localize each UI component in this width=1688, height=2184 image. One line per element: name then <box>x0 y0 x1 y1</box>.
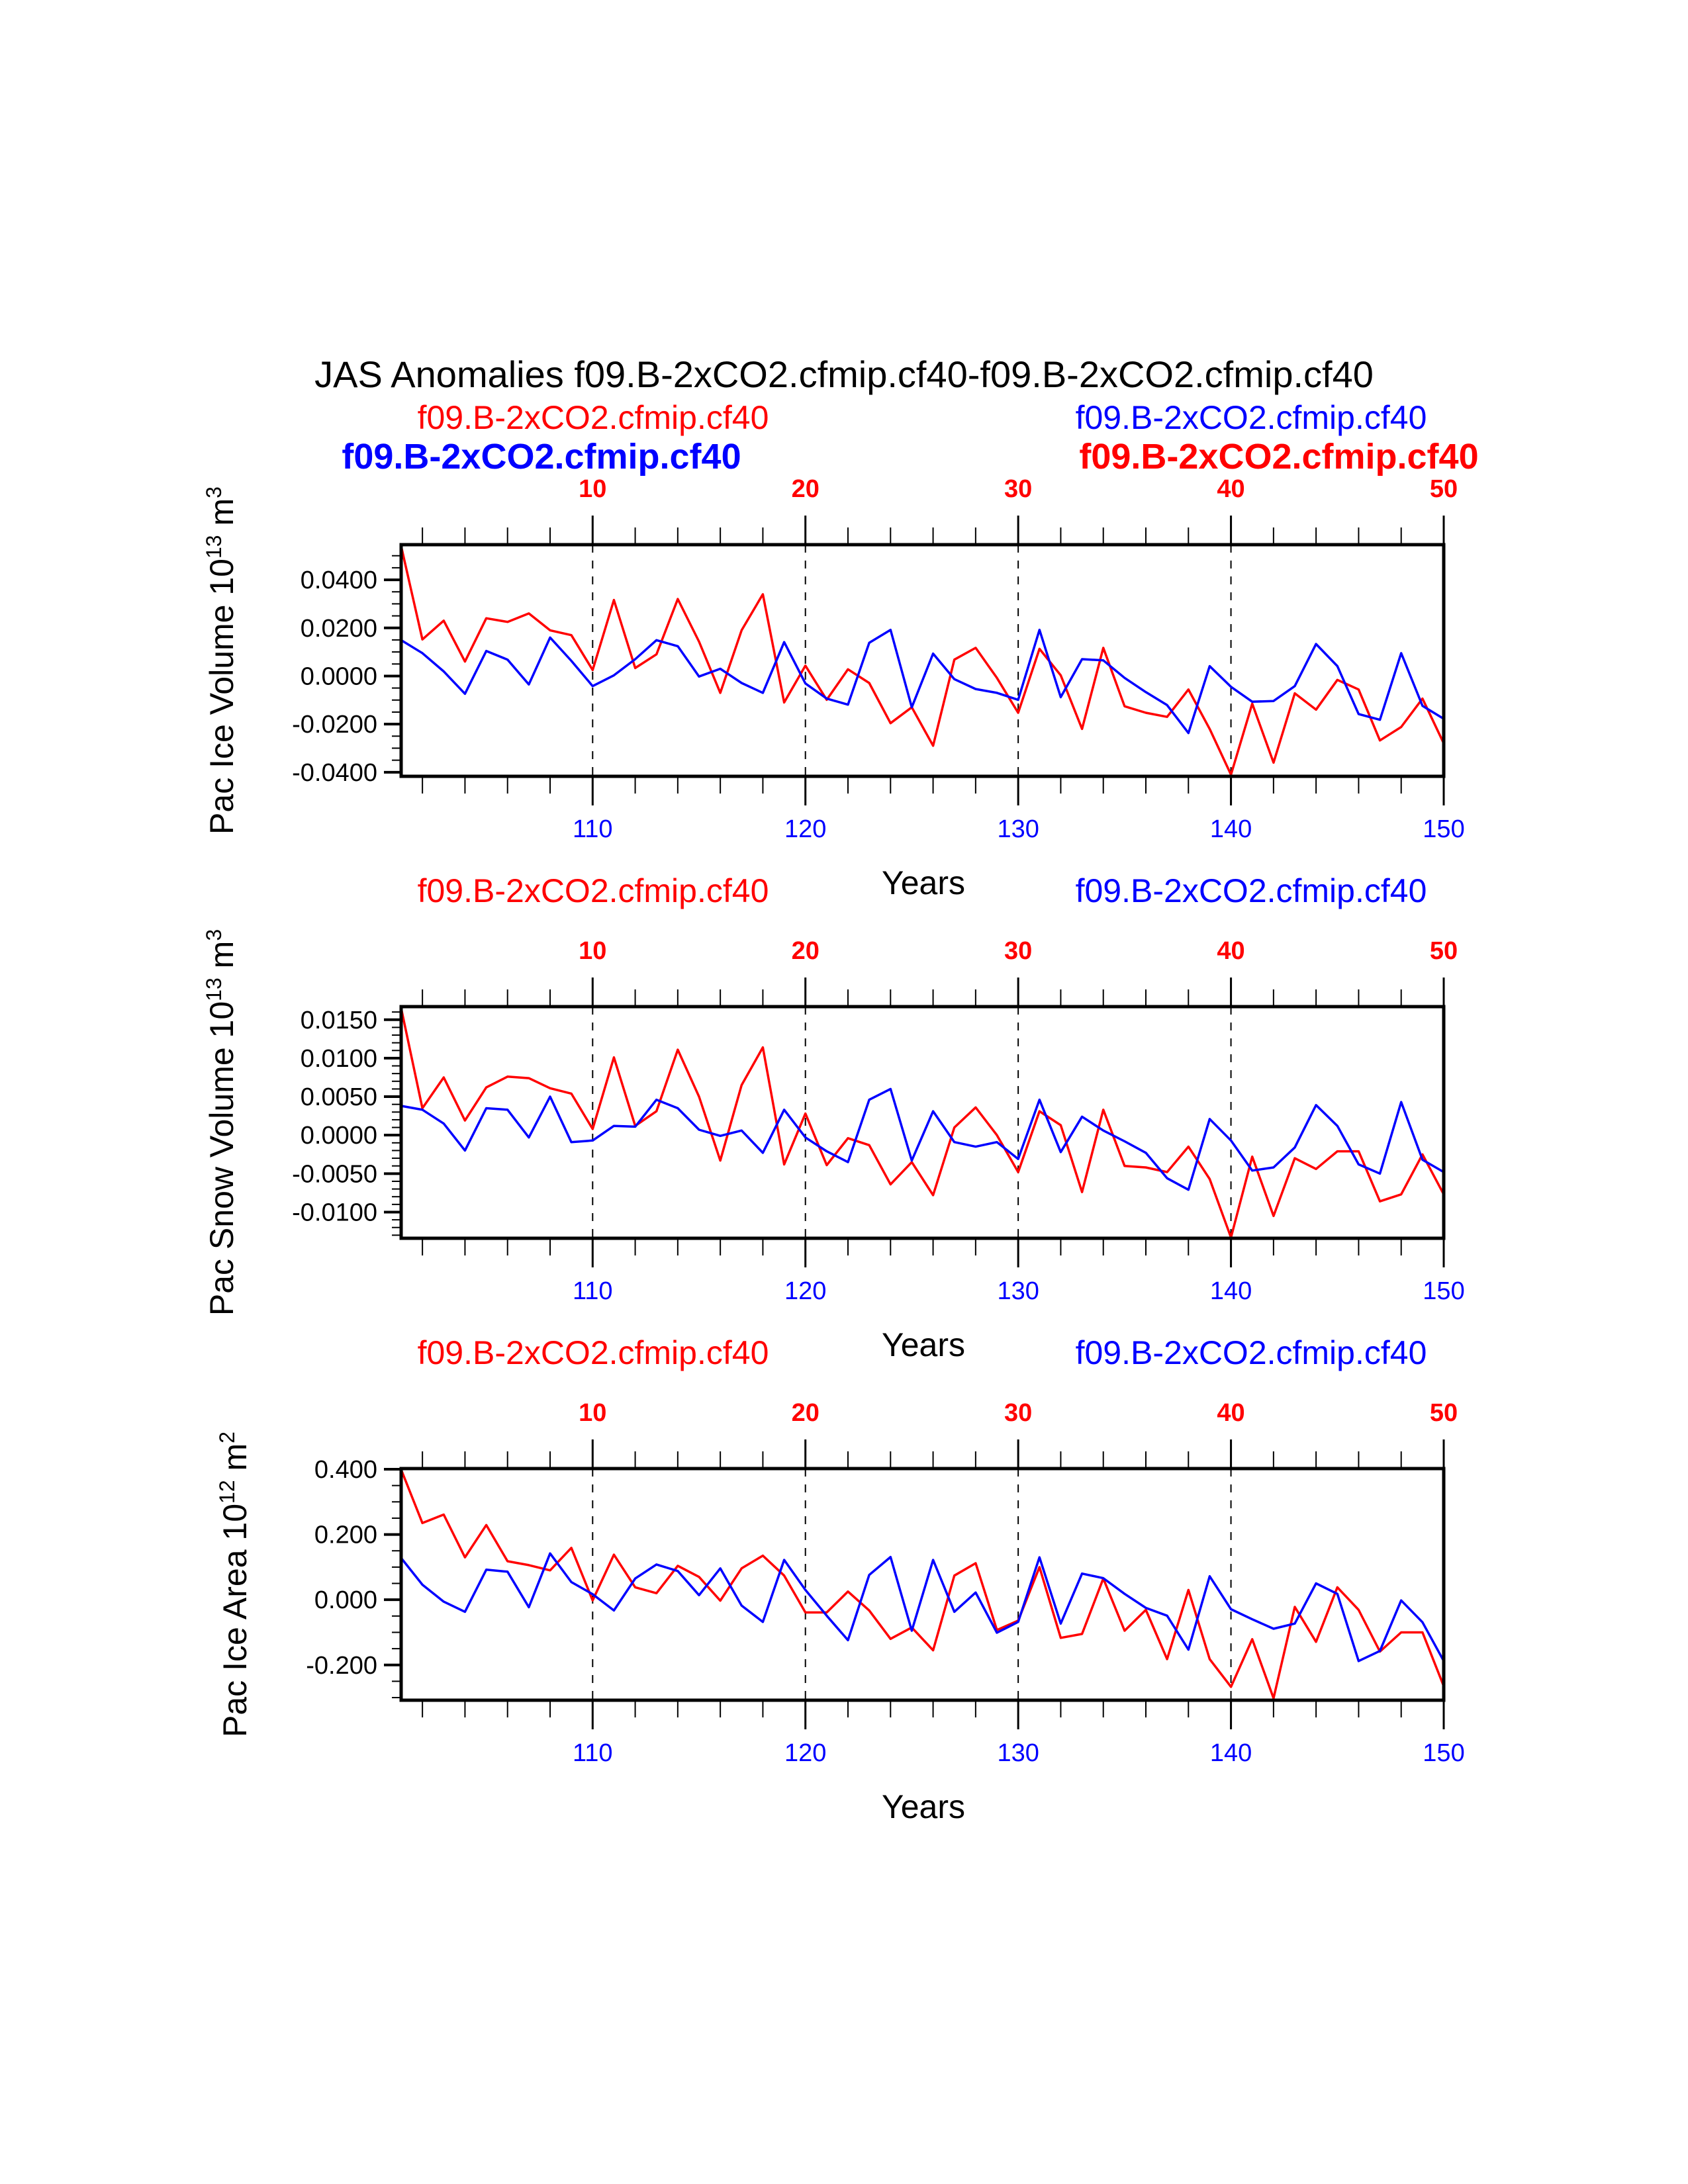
series-line-red <box>400 1007 1445 1239</box>
x-tick-label-top: 20 <box>792 937 820 965</box>
x-tick-label-top: 20 <box>792 475 820 503</box>
x-tick-label-bottom: 140 <box>1210 1739 1252 1767</box>
x-axis-label: Years <box>882 864 965 901</box>
plot-frame <box>399 1467 1446 1702</box>
x-tick-label-top: 10 <box>579 475 606 503</box>
y-label-exponent: 13 <box>202 978 226 1001</box>
x-tick-label-top: 30 <box>1004 475 1032 503</box>
panel-1: 110 120 130 140 150 10 20 30 40 50 0.0400 0.0200 0.0… <box>202 399 1479 901</box>
y-tick-label: 0.0200 <box>301 615 377 643</box>
y-label-text: Pac Ice Volume 10 <box>203 559 240 835</box>
x-tick-label-bottom: 150 <box>1423 1277 1464 1305</box>
y-axis-label: Pac Ice Area 1012 m2 <box>215 1432 254 1737</box>
series-line-blue <box>400 1087 1444 1191</box>
y-label-space <box>216 1471 254 1480</box>
x-axis-label: Years <box>882 1326 965 1363</box>
y-tick-label: -0.0200 <box>292 711 377 739</box>
case-label-right: f09.B-2xCO2.cfmip.cf40 <box>1076 1334 1427 1371</box>
x-tick-label-top: 30 <box>1004 1399 1032 1427</box>
x-tick-label-top: 50 <box>1430 1399 1458 1427</box>
x-tick-label-top: 40 <box>1217 937 1244 965</box>
x-tick-label-bottom: 120 <box>784 1277 826 1305</box>
case-label-left: f09.B-2xCO2.cfmip.cf40 <box>418 399 769 436</box>
y-label-space <box>203 968 240 978</box>
panel-2: 110 120 130 140 150 10 20 30 40 50 0.0150 0.0100 0.0… <box>202 872 1465 1363</box>
y-tick-label: -0.0100 <box>292 1199 377 1226</box>
y-label-unit: m <box>216 1443 254 1471</box>
x-tick-label-bottom: 120 <box>784 815 826 843</box>
x-tick-label-bottom: 110 <box>573 1739 613 1767</box>
plot-frame <box>399 543 1446 778</box>
x-tick-label-top: 10 <box>579 1399 606 1427</box>
y-label-text: Pac Ice Area 10 <box>216 1504 254 1737</box>
y-tick-label: 0.0400 <box>301 567 377 594</box>
x-tick-label-top: 30 <box>1004 937 1032 965</box>
x-tick-label-top: 40 <box>1217 475 1244 503</box>
case-label-left: f09.B-2xCO2.cfmip.cf40 <box>418 1334 769 1371</box>
x-tick-label-bottom: 150 <box>1423 1739 1464 1767</box>
y-label-unit: m <box>203 498 240 526</box>
y-label-text: Pac Snow Volume 10 <box>203 1001 240 1316</box>
y-label-exponent: 12 <box>215 1480 239 1504</box>
x-tick-label-bottom: 130 <box>997 1277 1039 1305</box>
y-label-exponent: 13 <box>202 535 226 559</box>
x-tick-label-top: 40 <box>1217 1399 1244 1427</box>
series-line-blue <box>400 628 1444 735</box>
y-label-unit-exponent: 3 <box>202 929 226 941</box>
y-tick-label: -0.0400 <box>292 759 377 787</box>
chart-title: JAS Anomalies f09.B-2xCO2.cfmip.cf40-f09… <box>314 353 1374 395</box>
x-tick-label-bottom: 140 <box>1210 1277 1252 1305</box>
case-label-right: f09.B-2xCO2.cfmip.cf40 <box>1076 872 1427 909</box>
x-tick-label-bottom: 110 <box>573 1277 613 1305</box>
y-label-unit-exponent: 3 <box>202 486 226 498</box>
y-tick-label: 0.0050 <box>301 1083 377 1111</box>
y-label-unit-exponent: 2 <box>215 1432 239 1443</box>
y-tick-label: -0.0050 <box>292 1160 377 1188</box>
y-tick-label: -0.200 <box>306 1652 377 1680</box>
case-label-right: f09.B-2xCO2.cfmip.cf40 <box>1076 399 1427 436</box>
panel-3: 110 120 130 140 150 10 20 30 40 50 0.400 0.200 0.000… <box>215 1334 1465 1825</box>
y-tick-label: 0.200 <box>314 1522 377 1549</box>
y-label-space <box>203 526 240 535</box>
series-line-blue <box>400 1552 1445 1662</box>
x-axis-label: Years <box>882 1788 965 1825</box>
y-tick-label: 0.400 <box>314 1456 377 1484</box>
x-tick-label-bottom: 140 <box>1210 815 1252 843</box>
series-line-red <box>400 1469 1445 1700</box>
x-tick-label-top: 50 <box>1430 475 1458 503</box>
y-tick-label: 0.0000 <box>301 662 377 690</box>
y-tick-label: 0.0000 <box>301 1122 377 1150</box>
x-tick-label-bottom: 130 <box>997 815 1039 843</box>
x-tick-label-bottom: 120 <box>784 1739 826 1767</box>
x-tick-label-top: 10 <box>579 937 606 965</box>
x-tick-label-top: 50 <box>1430 937 1458 965</box>
y-label-unit: m <box>203 941 240 969</box>
x-tick-label-top: 20 <box>792 1399 820 1427</box>
case-label-right-bold: f09.B-2xCO2.cfmip.cf40 <box>1079 437 1478 477</box>
y-tick-label: 0.0100 <box>301 1045 377 1073</box>
y-tick-label: 0.0150 <box>301 1007 377 1034</box>
x-tick-label-bottom: 110 <box>573 815 613 843</box>
case-label-left-bold: f09.B-2xCO2.cfmip.cf40 <box>342 437 741 477</box>
plot-frame <box>399 1005 1446 1240</box>
x-tick-label-bottom: 150 <box>1423 815 1464 843</box>
case-label-left: f09.B-2xCO2.cfmip.cf40 <box>418 872 769 909</box>
series-line-red <box>400 545 1445 776</box>
y-tick-label: 0.000 <box>314 1586 377 1614</box>
y-axis-label: Pac Snow Volume 1013 m3 <box>202 929 240 1316</box>
y-axis-label: Pac Ice Volume 1013 m3 <box>202 486 240 835</box>
x-tick-label-bottom: 130 <box>997 1739 1039 1767</box>
